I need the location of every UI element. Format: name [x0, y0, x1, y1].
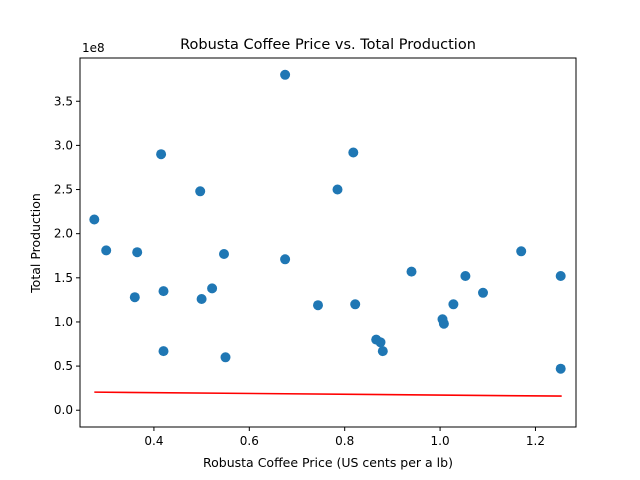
data-point	[156, 149, 167, 160]
data-point	[375, 337, 386, 348]
y-tick-label: 1.0	[54, 315, 73, 329]
trend-line	[94, 391, 562, 397]
x-axis-label: Robusta Coffee Price (US cents per a lb)	[203, 455, 453, 470]
data-point	[219, 249, 229, 259]
data-point	[280, 254, 291, 265]
data-point	[478, 287, 488, 298]
data-point	[101, 245, 112, 256]
y-tick-label: 3.0	[54, 138, 73, 152]
data-point	[377, 346, 388, 357]
data-point	[129, 292, 140, 303]
data-point	[555, 271, 566, 281]
chart-title: Robusta Coffee Price vs. Total Productio…	[180, 37, 476, 53]
y-offset-label: 1e8	[82, 41, 105, 55]
data-point	[332, 184, 343, 195]
data-point	[350, 299, 361, 310]
data-point	[220, 352, 231, 363]
data-point	[406, 266, 417, 277]
x-tick-label: 1.0	[431, 434, 450, 448]
y-axis-label: Total Production	[28, 193, 43, 294]
y-tick-label: 0.5	[54, 359, 73, 373]
data-point	[448, 299, 459, 310]
data-point	[438, 318, 449, 329]
data-point	[89, 214, 100, 225]
data-point	[195, 186, 206, 197]
data-point	[158, 346, 169, 357]
data-point	[348, 147, 359, 158]
data-point	[555, 363, 566, 374]
plot-area: 0.4 0.6 0.8 1.0 1.2 0.0 0.5 1.0 1.5 2.0 2.5 3.0 3.5	[54, 57, 577, 448]
data-point	[196, 294, 207, 304]
data-point	[313, 300, 323, 311]
data-point	[280, 69, 291, 80]
y-tick-label: 3.5	[54, 94, 73, 108]
y-tick-label: 0.0	[54, 403, 73, 417]
y-tick-label: 1.5	[54, 271, 73, 285]
x-tick-label: 0.4	[144, 434, 163, 448]
y-tick-label: 2.5	[54, 183, 73, 197]
data-point	[516, 246, 527, 257]
x-tick-label: 0.8	[335, 434, 354, 448]
y-tick-label: 2.0	[54, 227, 73, 241]
x-tick-label: 1.2	[526, 434, 545, 448]
data-point	[460, 271, 471, 281]
axes-frame	[79, 57, 577, 428]
data-point	[158, 286, 169, 297]
x-tick-label: 0.6	[240, 434, 259, 448]
data-point	[207, 283, 218, 294]
data-point	[132, 247, 143, 258]
